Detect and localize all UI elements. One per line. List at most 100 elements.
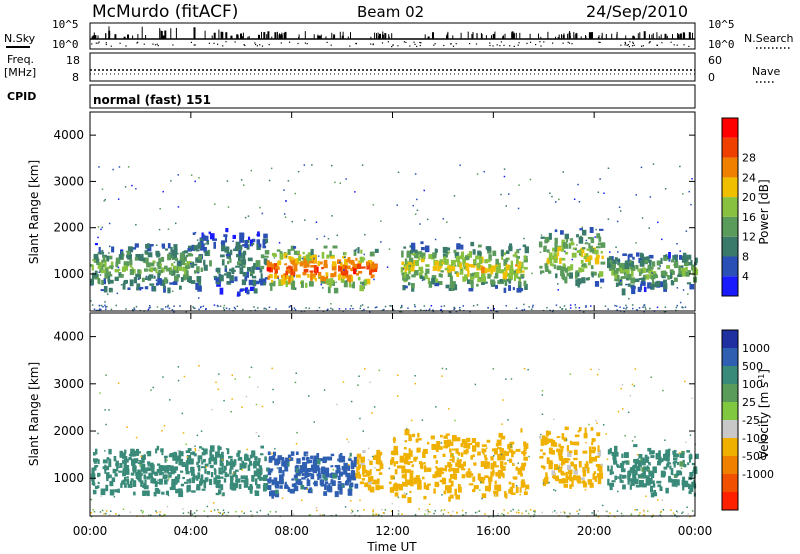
- scatter-cell: [319, 458, 323, 462]
- x-tick-label: 00:00: [73, 524, 108, 538]
- scatter-cell: [357, 260, 362, 267]
- scatter-speckle: [626, 306, 628, 309]
- scatter-speckle: [164, 290, 166, 292]
- scatter-speckle: [244, 216, 247, 219]
- scatter-cell: [404, 429, 410, 436]
- scatter-cell: [459, 255, 464, 260]
- scatter-speckle: [103, 200, 105, 202]
- scatter-cell: [253, 288, 258, 294]
- scatter-cell: [323, 478, 328, 481]
- scatter-cell: [104, 466, 107, 474]
- scatter-speckle: [288, 306, 291, 308]
- scatter-cell: [563, 437, 568, 442]
- scatter-cell: [573, 464, 578, 469]
- scatter-cell: [221, 451, 224, 457]
- scatter-cell: [131, 461, 136, 466]
- scatter-speckle: [686, 506, 688, 508]
- scatter-cell: [570, 241, 574, 244]
- scatter-cell: [359, 256, 364, 263]
- scatter-cell: [473, 485, 479, 490]
- scatter-speckle: [252, 269, 254, 272]
- scatter-cell: [131, 458, 135, 464]
- scatter-cell: [400, 465, 406, 469]
- scatter-speckle: [254, 309, 257, 312]
- scatter-cell: [229, 475, 234, 481]
- scatter-speckle: [245, 395, 248, 398]
- scatter-cell: [174, 275, 179, 282]
- scatter-cell: [512, 270, 518, 275]
- scatter-speckle: [494, 494, 497, 496]
- power-colorbar-tick-label: 4: [742, 270, 749, 283]
- scatter-cell: [436, 467, 439, 472]
- scatter-cell: [109, 480, 114, 487]
- scatter-speckle: [636, 509, 638, 511]
- scatter-speckle: [576, 244, 578, 246]
- scatter-cell: [465, 448, 469, 454]
- scatter-cell: [452, 448, 456, 451]
- scatter-cell: [197, 257, 202, 263]
- scatter-speckle: [492, 368, 495, 370]
- scatter-cell: [279, 457, 284, 462]
- scatter-cell: [566, 272, 570, 277]
- scatter-speckle: [205, 308, 207, 310]
- scatter-cell: [359, 281, 365, 285]
- scatter-speckle: [442, 218, 445, 220]
- scatter-cell: [634, 278, 640, 283]
- scatter-speckle: [524, 489, 527, 491]
- scatter-cell: [637, 474, 642, 479]
- scatter-cell: [157, 272, 160, 279]
- scatter-cell: [470, 282, 474, 289]
- scatter-cell: [144, 277, 148, 280]
- scatter-cell: [676, 479, 680, 486]
- scatter-speckle: [419, 223, 421, 225]
- scatter-speckle: [432, 309, 434, 311]
- scatter-cell: [544, 439, 548, 446]
- scatter-cell: [622, 263, 627, 270]
- scatter-cell: [300, 281, 304, 288]
- scatter-cell: [405, 480, 408, 487]
- scatter-speckle: [99, 392, 101, 394]
- scatter-speckle: [109, 245, 111, 248]
- scatter-speckle: [204, 243, 206, 245]
- scatter-cell: [108, 460, 112, 468]
- scatter-speckle: [568, 515, 570, 518]
- scatter-speckle: [461, 509, 464, 512]
- scatter-cell: [239, 267, 244, 275]
- scatter-cell: [148, 472, 153, 478]
- scatter-cell: [508, 265, 513, 271]
- scatter-cell: [483, 461, 488, 466]
- scatter-cell: [406, 455, 410, 459]
- scatter-cell: [354, 483, 359, 489]
- scatter-cell: [412, 433, 416, 438]
- scatter-speckle: [367, 459, 370, 461]
- scatter-speckle: [585, 239, 588, 242]
- scatter-speckle: [222, 512, 224, 515]
- scatter-cell: [257, 231, 260, 237]
- scatter-cell: [144, 286, 149, 290]
- scatter-cell: [601, 255, 604, 259]
- scatter-speckle: [152, 386, 154, 389]
- scatter-cell: [464, 274, 468, 281]
- scatter-speckle: [125, 308, 127, 310]
- scatter-speckle: [100, 308, 102, 311]
- scatter-cell: [655, 455, 659, 458]
- scatter-speckle: [219, 512, 221, 514]
- scatter-cell: [512, 254, 518, 257]
- scatter-speckle: [360, 305, 362, 307]
- scatter-cell: [643, 466, 646, 474]
- scatter-cell: [455, 256, 461, 263]
- scatter-cell: [408, 434, 412, 442]
- scatter-cell: [187, 448, 192, 452]
- y-tick-label: 2000: [53, 221, 84, 235]
- scatter-cell: [524, 451, 527, 455]
- scatter-speckle: [391, 502, 394, 505]
- scatter-cell: [149, 462, 154, 468]
- scatter-speckle: [401, 513, 403, 515]
- scatter-speckle: [354, 514, 356, 517]
- scatter-cell: [246, 244, 250, 250]
- scatter-cell: [463, 441, 468, 449]
- scatter-cell: [485, 246, 488, 250]
- scatter-cell: [435, 446, 439, 452]
- scatter-cell: [227, 461, 232, 466]
- scatter-speckle: [363, 509, 365, 511]
